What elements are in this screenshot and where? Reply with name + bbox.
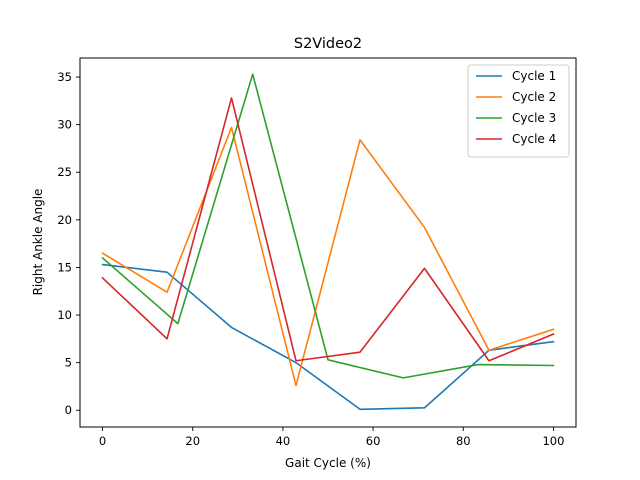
y-tick-label: 0 [65, 403, 72, 417]
x-axis: 0 20 40 60 80 100 [99, 427, 564, 448]
y-tick-label: 30 [57, 118, 72, 132]
series-line-3 [101, 73, 555, 379]
chart-title: S2Video2 [294, 36, 362, 52]
y-tick-label: 20 [57, 213, 72, 227]
y-tick-label: 25 [57, 165, 72, 179]
series-line-1 [101, 263, 555, 411]
legend-box [467, 64, 570, 158]
x-tick-label: 80 [456, 434, 471, 448]
legend-label-4: Cycle 4 [512, 132, 556, 146]
series-line-4 [101, 97, 555, 362]
legend-label-3: Cycle 3 [512, 111, 556, 125]
y-tick-label: 35 [57, 70, 72, 84]
y-tick-label: 5 [65, 356, 72, 370]
x-tick-label: 100 [542, 434, 564, 448]
x-tick-label: 40 [276, 434, 291, 448]
y-tick-label: 15 [57, 260, 72, 274]
series-line-2 [101, 126, 555, 387]
y-axis-label: Right Ankle Angle [31, 189, 45, 296]
legend-label-1: Cycle 1 [512, 69, 556, 83]
legend: Cycle 1 Cycle 2 Cycle 3 Cycle 4 [467, 64, 570, 158]
y-tick-label: 10 [57, 308, 72, 322]
x-axis-label: Gait Cycle (%) [285, 456, 371, 470]
x-tick-label: 20 [185, 434, 200, 448]
x-tick-label: 60 [366, 434, 381, 448]
y-axis: 0 5 10 15 20 25 30 35 [57, 70, 80, 417]
plot-lines [101, 73, 555, 411]
x-tick-label: 0 [99, 434, 106, 448]
legend-label-2: Cycle 2 [512, 90, 556, 104]
plot-frame [79, 57, 577, 428]
